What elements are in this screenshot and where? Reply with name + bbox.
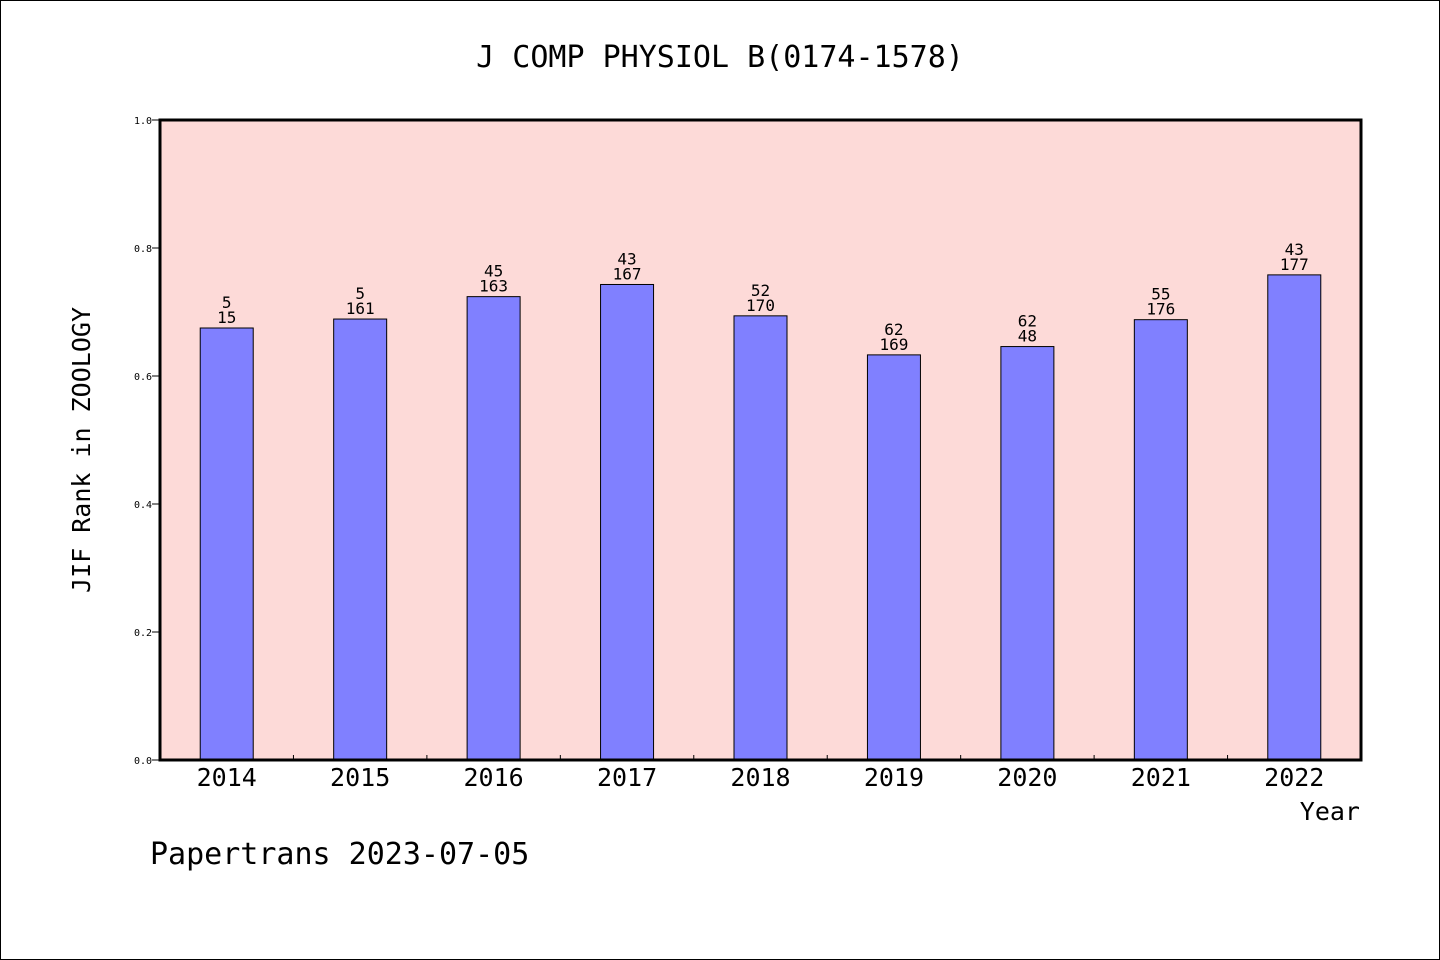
bar-total-label: 176 bbox=[1146, 300, 1175, 319]
bar-total-label: 48 bbox=[1018, 327, 1037, 346]
bar-2015 bbox=[333, 318, 388, 761]
y-axis-label: JIF Rank in ZOOLOGY bbox=[67, 307, 96, 593]
bar-2017 bbox=[600, 283, 655, 761]
bar-rank-label: 5 bbox=[355, 284, 365, 303]
x-tick-label: 2022 bbox=[1264, 763, 1324, 792]
bar-total-label: 177 bbox=[1280, 255, 1309, 274]
x-axis: 2014 2015 2016 2017 2018 2019 2020 2021 2022 bbox=[197, 755, 1324, 792]
bar-rank-label: 62 bbox=[1018, 312, 1037, 331]
x-tick-label: 2014 bbox=[197, 763, 257, 792]
bar-rank-label: 62 bbox=[884, 320, 903, 339]
y-tick-label: 0.8 bbox=[134, 244, 152, 255]
x-tick-label: 2016 bbox=[464, 763, 524, 792]
y-axis: 0.0 0.2 0.4 0.6 0.8 1.0 bbox=[134, 116, 160, 767]
x-tick-label: 2017 bbox=[597, 763, 657, 792]
x-tick-label: 2019 bbox=[864, 763, 924, 792]
bar-rank-label: 43 bbox=[617, 249, 636, 268]
bar-2016 bbox=[466, 296, 521, 761]
bar-total-label: 170 bbox=[746, 296, 775, 315]
y-tick-label: 0.2 bbox=[134, 628, 152, 639]
x-axis-label: Year bbox=[1300, 797, 1360, 826]
watermark-text: Papertrans 2023-07-05 bbox=[150, 837, 529, 872]
bar-2022 bbox=[1267, 274, 1322, 761]
plot-border bbox=[158, 118, 1363, 762]
y-tick-label: 0.4 bbox=[134, 500, 152, 511]
bars bbox=[199, 274, 1322, 761]
bar-labels: 5155161451634316752170621696248551764317… bbox=[217, 240, 1309, 354]
bar-rank-label: 55 bbox=[1151, 285, 1170, 304]
bar-2019 bbox=[866, 354, 921, 761]
chart-title: J COMP PHYSIOL B(0174-1578) bbox=[476, 40, 964, 75]
x-tick-label: 2020 bbox=[997, 763, 1057, 792]
x-tick-label: 2015 bbox=[330, 763, 390, 792]
bar-2014 bbox=[199, 327, 254, 761]
bar-total-label: 169 bbox=[879, 335, 908, 354]
bar-2018 bbox=[733, 315, 788, 761]
bar-total-label: 15 bbox=[217, 308, 236, 327]
x-tick-label: 2021 bbox=[1131, 763, 1191, 792]
bar-2020 bbox=[1000, 346, 1055, 761]
bar-rank-label: 52 bbox=[751, 281, 770, 300]
x-tick-label: 2018 bbox=[730, 763, 790, 792]
bar-total-label: 167 bbox=[613, 264, 642, 283]
bar-rank-label: 43 bbox=[1285, 240, 1304, 259]
y-tick-label: 0.6 bbox=[134, 372, 152, 383]
bar-total-label: 163 bbox=[479, 277, 508, 296]
bar-rank-label: 45 bbox=[484, 262, 503, 281]
bar-total-label: 161 bbox=[346, 299, 375, 318]
bar-rank-label: 5 bbox=[222, 293, 232, 312]
y-tick-label: 1.0 bbox=[134, 116, 152, 127]
y-tick-label: 0.0 bbox=[134, 756, 152, 767]
bar-2021 bbox=[1133, 319, 1188, 761]
